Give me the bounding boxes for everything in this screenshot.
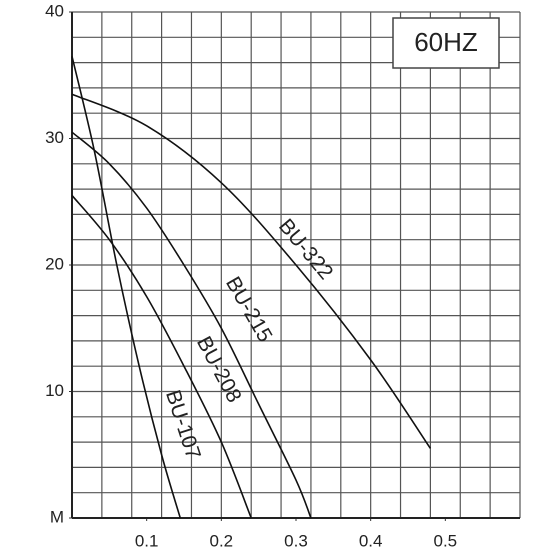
curve	[71, 56, 182, 519]
curve-label: BU-107	[161, 387, 205, 462]
curve-label: BU-215	[221, 273, 277, 346]
curve	[71, 194, 252, 519]
curve	[71, 93, 432, 449]
y-tick-label: 30	[45, 128, 64, 147]
x-tick-label: 0.3	[284, 531, 308, 550]
x-tick-label: 0.1	[135, 531, 159, 550]
y-tick-label: M	[50, 507, 64, 526]
curve	[71, 131, 312, 519]
x-tick-label: 0.2	[210, 531, 234, 550]
y-tick-label: 20	[45, 254, 64, 273]
x-tick-label: 0.4	[359, 531, 383, 550]
annotation: 60HZ	[414, 27, 478, 57]
x-tick-label: 0.5	[434, 531, 458, 550]
y-tick-label: 10	[45, 381, 64, 400]
annotation-box	[392, 17, 500, 69]
y-tick-label: 40	[45, 1, 64, 20]
curve-label: BU-208	[192, 333, 246, 407]
